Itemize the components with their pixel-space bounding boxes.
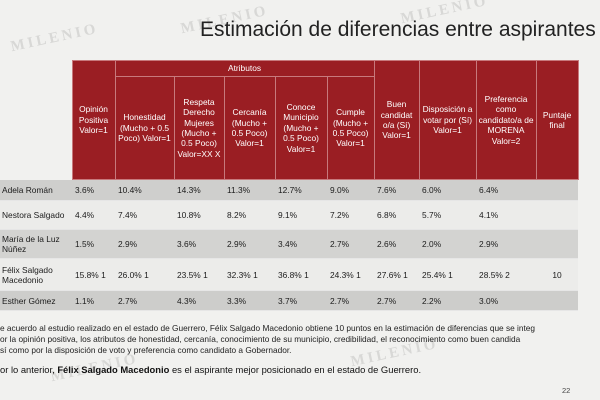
cell-honestidad: 2.9% bbox=[115, 229, 174, 259]
cell-cumple: 24.3% 1 bbox=[327, 258, 375, 291]
header-atributos: Atributos bbox=[114, 60, 375, 77]
cell-cumple: 2.7% bbox=[327, 229, 375, 259]
conclusion-suffix: es el aspirante mejor posicionado en el … bbox=[169, 364, 422, 375]
watermark-text: MILENIO bbox=[9, 20, 100, 56]
cell-cumple: 9.0% bbox=[327, 179, 375, 201]
cell-preferencia: 4.1% bbox=[476, 200, 537, 230]
conclusion-name: Félix Salgado Macedonio bbox=[57, 364, 170, 375]
table-row: Nestora Salgado 4.4% 7.4% 10.8% 8.2% 9.1… bbox=[0, 200, 579, 230]
cell-honestidad: 10.4% bbox=[115, 179, 174, 201]
cell-cumple: 2.7% bbox=[327, 290, 375, 311]
cell-buen: 2.6% bbox=[374, 229, 420, 259]
header-preferencia: Preferencia como candidato/a de MORENA V… bbox=[475, 60, 537, 180]
cell-cercania: 3.3% bbox=[224, 290, 275, 311]
cell-opinion: 1.5% bbox=[72, 229, 115, 259]
cell-opinion: 15.8% 1 bbox=[72, 258, 115, 291]
cell-conoce: 36.8% 1 bbox=[275, 258, 327, 291]
cell-preferencia: 3.0% bbox=[476, 290, 537, 311]
header-conoce: Conoce Municipio (Mucho + 0.5 Poco) Valo… bbox=[274, 76, 328, 180]
cell-puntaje bbox=[536, 229, 579, 259]
cell-respeta: 14.3% bbox=[174, 179, 224, 201]
candidate-name: Adela Román bbox=[0, 179, 72, 201]
cell-puntaje bbox=[536, 290, 579, 311]
candidate-name: Esther Gómez bbox=[0, 290, 72, 311]
cell-honestidad: 26.0% 1 bbox=[115, 258, 174, 291]
cell-puntaje bbox=[536, 200, 579, 230]
cell-cercania: 32.3% 1 bbox=[224, 258, 275, 291]
table-row: María de la Luz Núñez 1.5% 2.9% 3.6% 2.9… bbox=[0, 229, 579, 259]
header-disposicion: Disposición a votar por (Sí) Valor=1 bbox=[418, 60, 477, 180]
cell-respeta: 3.6% bbox=[174, 229, 224, 259]
empty-corner-cell bbox=[0, 60, 72, 180]
slide-title: Estimación de diferencias entre aspirant… bbox=[200, 18, 596, 41]
table-row: Adela Román 3.6% 10.4% 14.3% 11.3% 12.7%… bbox=[0, 179, 579, 201]
conclusion-line: or lo anterior, Félix Salgado Macedonio … bbox=[0, 364, 421, 375]
cell-buen: 27.6% 1 bbox=[374, 258, 420, 291]
header-respeta: Respeta Derecho Mujeres (Mucho + 0.5 Poc… bbox=[173, 76, 225, 180]
conclusion-prefix: or lo anterior, bbox=[0, 364, 58, 375]
cell-preferencia: 28.5% 2 bbox=[476, 258, 537, 291]
cell-puntaje: 10 bbox=[536, 258, 579, 291]
cell-puntaje bbox=[536, 179, 579, 201]
cell-respeta: 10.8% bbox=[174, 200, 224, 230]
notes-line: or la opinión positiva, los atributos de… bbox=[0, 334, 521, 344]
cell-disposicion: 2.2% bbox=[419, 290, 477, 311]
header-buen-candidato: Buen candidat o/a (Sí) Valor=1 bbox=[373, 60, 420, 180]
cell-opinion: 4.4% bbox=[72, 200, 115, 230]
notes-line: sí como por la disposición de voto y pre… bbox=[0, 345, 292, 355]
cell-conoce: 3.7% bbox=[275, 290, 327, 311]
comparison-table: Opinión Positiva Valor=1 Atributos Buen … bbox=[0, 60, 579, 311]
header-honestidad: Honestidad (Mucho + 0.5 Poco) Valor=1 bbox=[114, 76, 175, 180]
cell-disposicion: 5.7% bbox=[419, 200, 477, 230]
header-cercania: Cercanía (Mucho + 0.5 Poco) Valor=1 bbox=[223, 76, 276, 180]
cell-cumple: 7.2% bbox=[327, 200, 375, 230]
cell-respeta: 4.3% bbox=[174, 290, 224, 311]
cell-cercania: 11.3% bbox=[224, 179, 275, 201]
cell-buen: 7.6% bbox=[374, 179, 420, 201]
cell-opinion: 3.6% bbox=[72, 179, 115, 201]
cell-respeta: 23.5% 1 bbox=[174, 258, 224, 291]
header-puntaje: Puntaje final bbox=[535, 60, 579, 180]
cell-honestidad: 2.7% bbox=[115, 290, 174, 311]
table-row: Félix Salgado Macedonio 15.8% 1 26.0% 1 … bbox=[0, 258, 579, 291]
cell-disposicion: 6.0% bbox=[419, 179, 477, 201]
header-cumple: Cumple (Mucho + 0.5 Poco) Valor=1 bbox=[326, 76, 375, 180]
candidate-name: Nestora Salgado bbox=[0, 200, 72, 230]
cell-conoce: 9.1% bbox=[275, 200, 327, 230]
cell-disposicion: 25.4% 1 bbox=[419, 258, 477, 291]
cell-preferencia: 6.4% bbox=[476, 179, 537, 201]
cell-cercania: 8.2% bbox=[224, 200, 275, 230]
page-number: 22 bbox=[562, 386, 571, 395]
header-opinion: Opinión Positiva Valor=1 bbox=[71, 60, 116, 180]
cell-conoce: 3.4% bbox=[275, 229, 327, 259]
table-row: Esther Gómez 1.1% 2.7% 4.3% 3.3% 3.7% 2.… bbox=[0, 290, 579, 311]
cell-buen: 6.8% bbox=[374, 200, 420, 230]
candidate-name: María de la Luz Núñez bbox=[0, 229, 72, 259]
cell-disposicion: 2.0% bbox=[419, 229, 477, 259]
candidate-name: Félix Salgado Macedonio bbox=[0, 258, 72, 291]
notes-line: e acuerdo al estudio realizado en el est… bbox=[0, 323, 536, 333]
cell-opinion: 1.1% bbox=[72, 290, 115, 311]
cell-cercania: 2.9% bbox=[224, 229, 275, 259]
cell-preferencia: 2.9% bbox=[476, 229, 537, 259]
cell-buen: 2.7% bbox=[374, 290, 420, 311]
cell-honestidad: 7.4% bbox=[115, 200, 174, 230]
cell-conoce: 12.7% bbox=[275, 179, 327, 201]
notes-paragraph: e acuerdo al estudio realizado en el est… bbox=[0, 323, 600, 356]
